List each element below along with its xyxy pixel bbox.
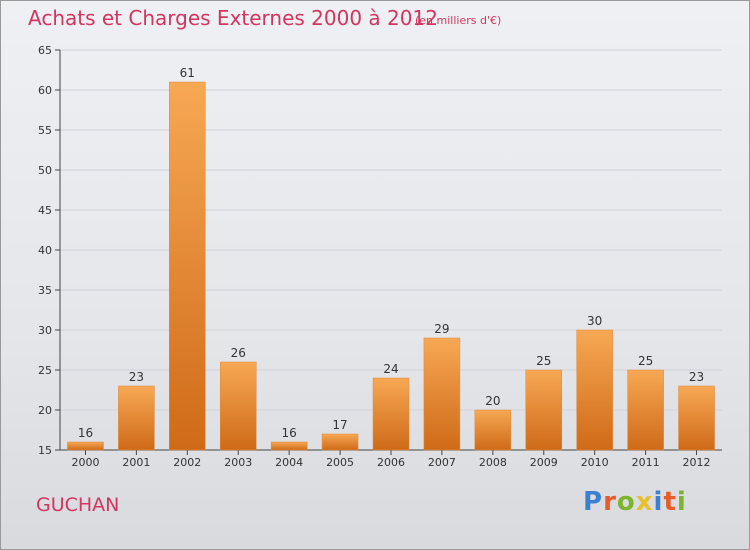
logo-letter: t	[663, 487, 677, 517]
bars: 16 23 61 26 16 17 24 29 20 25 30 25 23	[67, 66, 715, 451]
y-tick-label: 35	[38, 284, 52, 297]
bar	[169, 81, 206, 451]
bar	[118, 385, 155, 451]
y-tick-label: 40	[38, 244, 52, 257]
x-tick-label: 2012	[683, 456, 711, 469]
bar	[525, 369, 563, 451]
bar-value-label: 61	[180, 66, 195, 80]
y-tick-label: 45	[38, 204, 52, 217]
x-tick-label: 2002	[173, 456, 201, 469]
x-tick-label: 2004	[275, 456, 303, 469]
logo-letter: P	[583, 487, 604, 517]
bar-value-label: 17	[332, 418, 347, 432]
logo-letter: r	[603, 487, 617, 517]
y-tick-label: 15	[38, 444, 52, 457]
logo-letter: o	[616, 487, 636, 517]
bar-value-label: 29	[434, 322, 449, 336]
bar-value-label: 25	[638, 354, 653, 368]
x-tick-label: 2010	[581, 456, 609, 469]
x-tick-label: 2006	[377, 456, 405, 469]
bar	[678, 385, 715, 451]
bar-value-label: 30	[587, 314, 602, 328]
x-tick-label: 2007	[428, 456, 456, 469]
location-label: GUCHAN	[36, 494, 120, 516]
y-tick-label: 65	[38, 44, 52, 57]
y-tick-label: 60	[38, 84, 52, 97]
bar-value-label: 24	[383, 362, 398, 376]
logo-letter: i	[676, 487, 687, 517]
x-tick-label: 2001	[122, 456, 150, 469]
y-axis: 15 20 25 30 35 40 45 50 55 60 65	[38, 44, 61, 457]
bar-value-label: 23	[689, 370, 704, 384]
chart-subtitle: (en milliers d'€)	[415, 14, 502, 27]
x-tick-label: 2000	[71, 456, 99, 469]
bar	[321, 433, 359, 451]
bar	[270, 441, 308, 451]
x-tick-label: 2011	[632, 456, 660, 469]
bar	[372, 377, 410, 451]
bar	[474, 409, 512, 451]
bar	[423, 337, 461, 451]
bar-value-label: 16	[282, 426, 297, 440]
bar	[576, 329, 613, 451]
chart-title: Achats et Charges Externes 2000 à 2012	[28, 6, 438, 30]
logo-letter: i	[653, 487, 664, 517]
y-tick-label: 30	[38, 324, 52, 337]
x-axis: 2000 2001 2002 2003 2004 2005 2006 2007 2008 2009…	[60, 449, 722, 469]
bar	[67, 441, 104, 451]
bar	[219, 361, 257, 451]
y-tick-label: 20	[38, 404, 52, 417]
logo-letter: x	[635, 487, 654, 517]
bar-value-label: 25	[536, 354, 551, 368]
x-tick-label: 2005	[326, 456, 354, 469]
x-tick-label: 2008	[479, 456, 507, 469]
bar	[627, 369, 664, 451]
x-tick-label: 2009	[530, 456, 558, 469]
y-tick-label: 25	[38, 364, 52, 377]
proxiti-logo[interactable]: Proxiti	[583, 487, 687, 517]
bar-value-label: 26	[231, 346, 246, 360]
x-tick-label: 2003	[224, 456, 252, 469]
y-tick-label: 50	[38, 164, 52, 177]
bar-value-label: 23	[129, 370, 144, 384]
y-tick-label: 55	[38, 124, 52, 137]
bar-value-label: 20	[485, 394, 500, 408]
bar-value-label: 16	[78, 426, 93, 440]
